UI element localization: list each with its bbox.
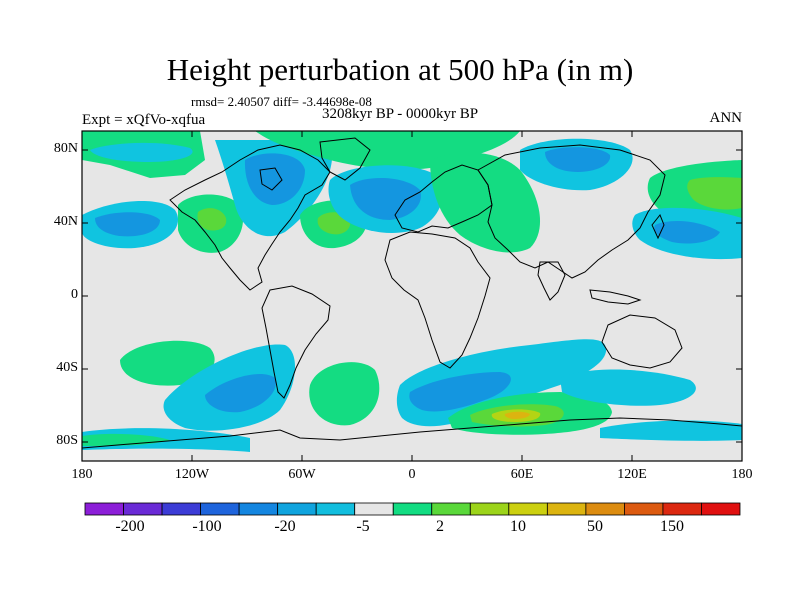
colorbar-box — [161, 502, 201, 516]
colorbar-box — [624, 502, 664, 516]
coastline-south-america — [261, 285, 331, 399]
lat-label-equator: 0 — [71, 287, 78, 302]
coastline-asia — [477, 144, 666, 279]
colorbar-label: -100 — [192, 518, 222, 535]
colorbar-box — [701, 502, 741, 516]
colorbar-box — [123, 502, 163, 516]
coastline-australia — [601, 314, 683, 369]
lon-label-60w: 60W — [288, 467, 316, 482]
lon-label-180e: 180 — [731, 467, 753, 482]
colorbar-label: -5 — [356, 518, 370, 535]
anomaly-negative — [205, 374, 276, 413]
lon-label-120w: 120W — [174, 467, 210, 482]
anomaly-positive — [309, 362, 380, 426]
colorbar-box — [277, 502, 317, 516]
colorbar-label: -20 — [274, 518, 296, 535]
anomaly-positive — [430, 152, 541, 253]
anomaly-positive — [687, 177, 742, 210]
anomaly-positive — [197, 208, 227, 231]
colorbar-box — [546, 502, 587, 516]
anomaly-positive — [504, 411, 530, 419]
colorbar-label: 150 — [660, 518, 684, 535]
colorbar-box — [662, 502, 702, 516]
lat-label-80n: 80N — [53, 141, 78, 156]
lat-tick-marks — [82, 149, 742, 443]
colorbar-label: -200 — [115, 518, 145, 535]
anomaly-negative — [654, 220, 720, 244]
colorbar-box — [84, 502, 124, 516]
colorbar-box — [508, 502, 548, 516]
lon-tick-marks — [191, 131, 633, 461]
lon-label-120e: 120E — [617, 467, 647, 482]
anomaly-negative — [95, 212, 160, 237]
lat-label-40s: 40S — [56, 360, 78, 375]
time-period: 3208kyr BP - 0000kyr BP — [322, 106, 479, 122]
anomaly-positive — [120, 340, 215, 386]
colorbar-label: 2 — [436, 518, 444, 535]
anomaly-negative — [409, 372, 511, 412]
chart-title: Height perturbation at 500 hPa (in m) — [166, 52, 634, 87]
coastline-greenland — [319, 137, 371, 181]
coastline-hudson-bay — [259, 167, 283, 191]
anomaly-negative — [90, 142, 193, 162]
colorbar-box — [392, 502, 433, 516]
colorbar-box — [431, 502, 471, 516]
colorbar-box — [200, 502, 240, 516]
colorbar-box — [238, 502, 279, 516]
coastline-japan — [651, 214, 665, 240]
colorbar-box — [469, 502, 510, 516]
lat-label-40n: 40N — [53, 214, 78, 229]
coastline-north-america — [169, 144, 331, 291]
coastlines — [82, 137, 742, 449]
colorbar-box — [315, 502, 356, 516]
anomaly-negative — [560, 369, 696, 406]
colorbar — [84, 502, 741, 516]
lat-label-80s: 80S — [56, 433, 78, 448]
colorbar-box — [354, 502, 394, 516]
coastline-africa — [384, 231, 491, 369]
contour-fields — [82, 131, 742, 452]
anomaly-negative — [545, 147, 611, 172]
coastline-antarctica — [82, 417, 742, 449]
anomaly-negative — [600, 420, 742, 441]
lon-label-180w: 180 — [71, 467, 93, 482]
lon-label-60e: 60E — [510, 467, 534, 482]
colorbar-label: 50 — [587, 518, 603, 535]
experiment-label: Expt = xQfVo-xqfua — [82, 112, 206, 128]
coastline-indonesia — [589, 289, 642, 305]
season-label: ANN — [709, 110, 743, 126]
rmsd-diff-stats: rmsd= 2.40507 diff= -3.44698e-08 — [191, 94, 372, 109]
anomaly-negative — [244, 153, 305, 205]
coastline-india — [537, 261, 566, 301]
colorbar-box — [585, 502, 625, 516]
lon-label-0: 0 — [408, 467, 416, 482]
anomaly-negative — [350, 178, 421, 220]
colorbar-label: 10 — [510, 518, 526, 535]
